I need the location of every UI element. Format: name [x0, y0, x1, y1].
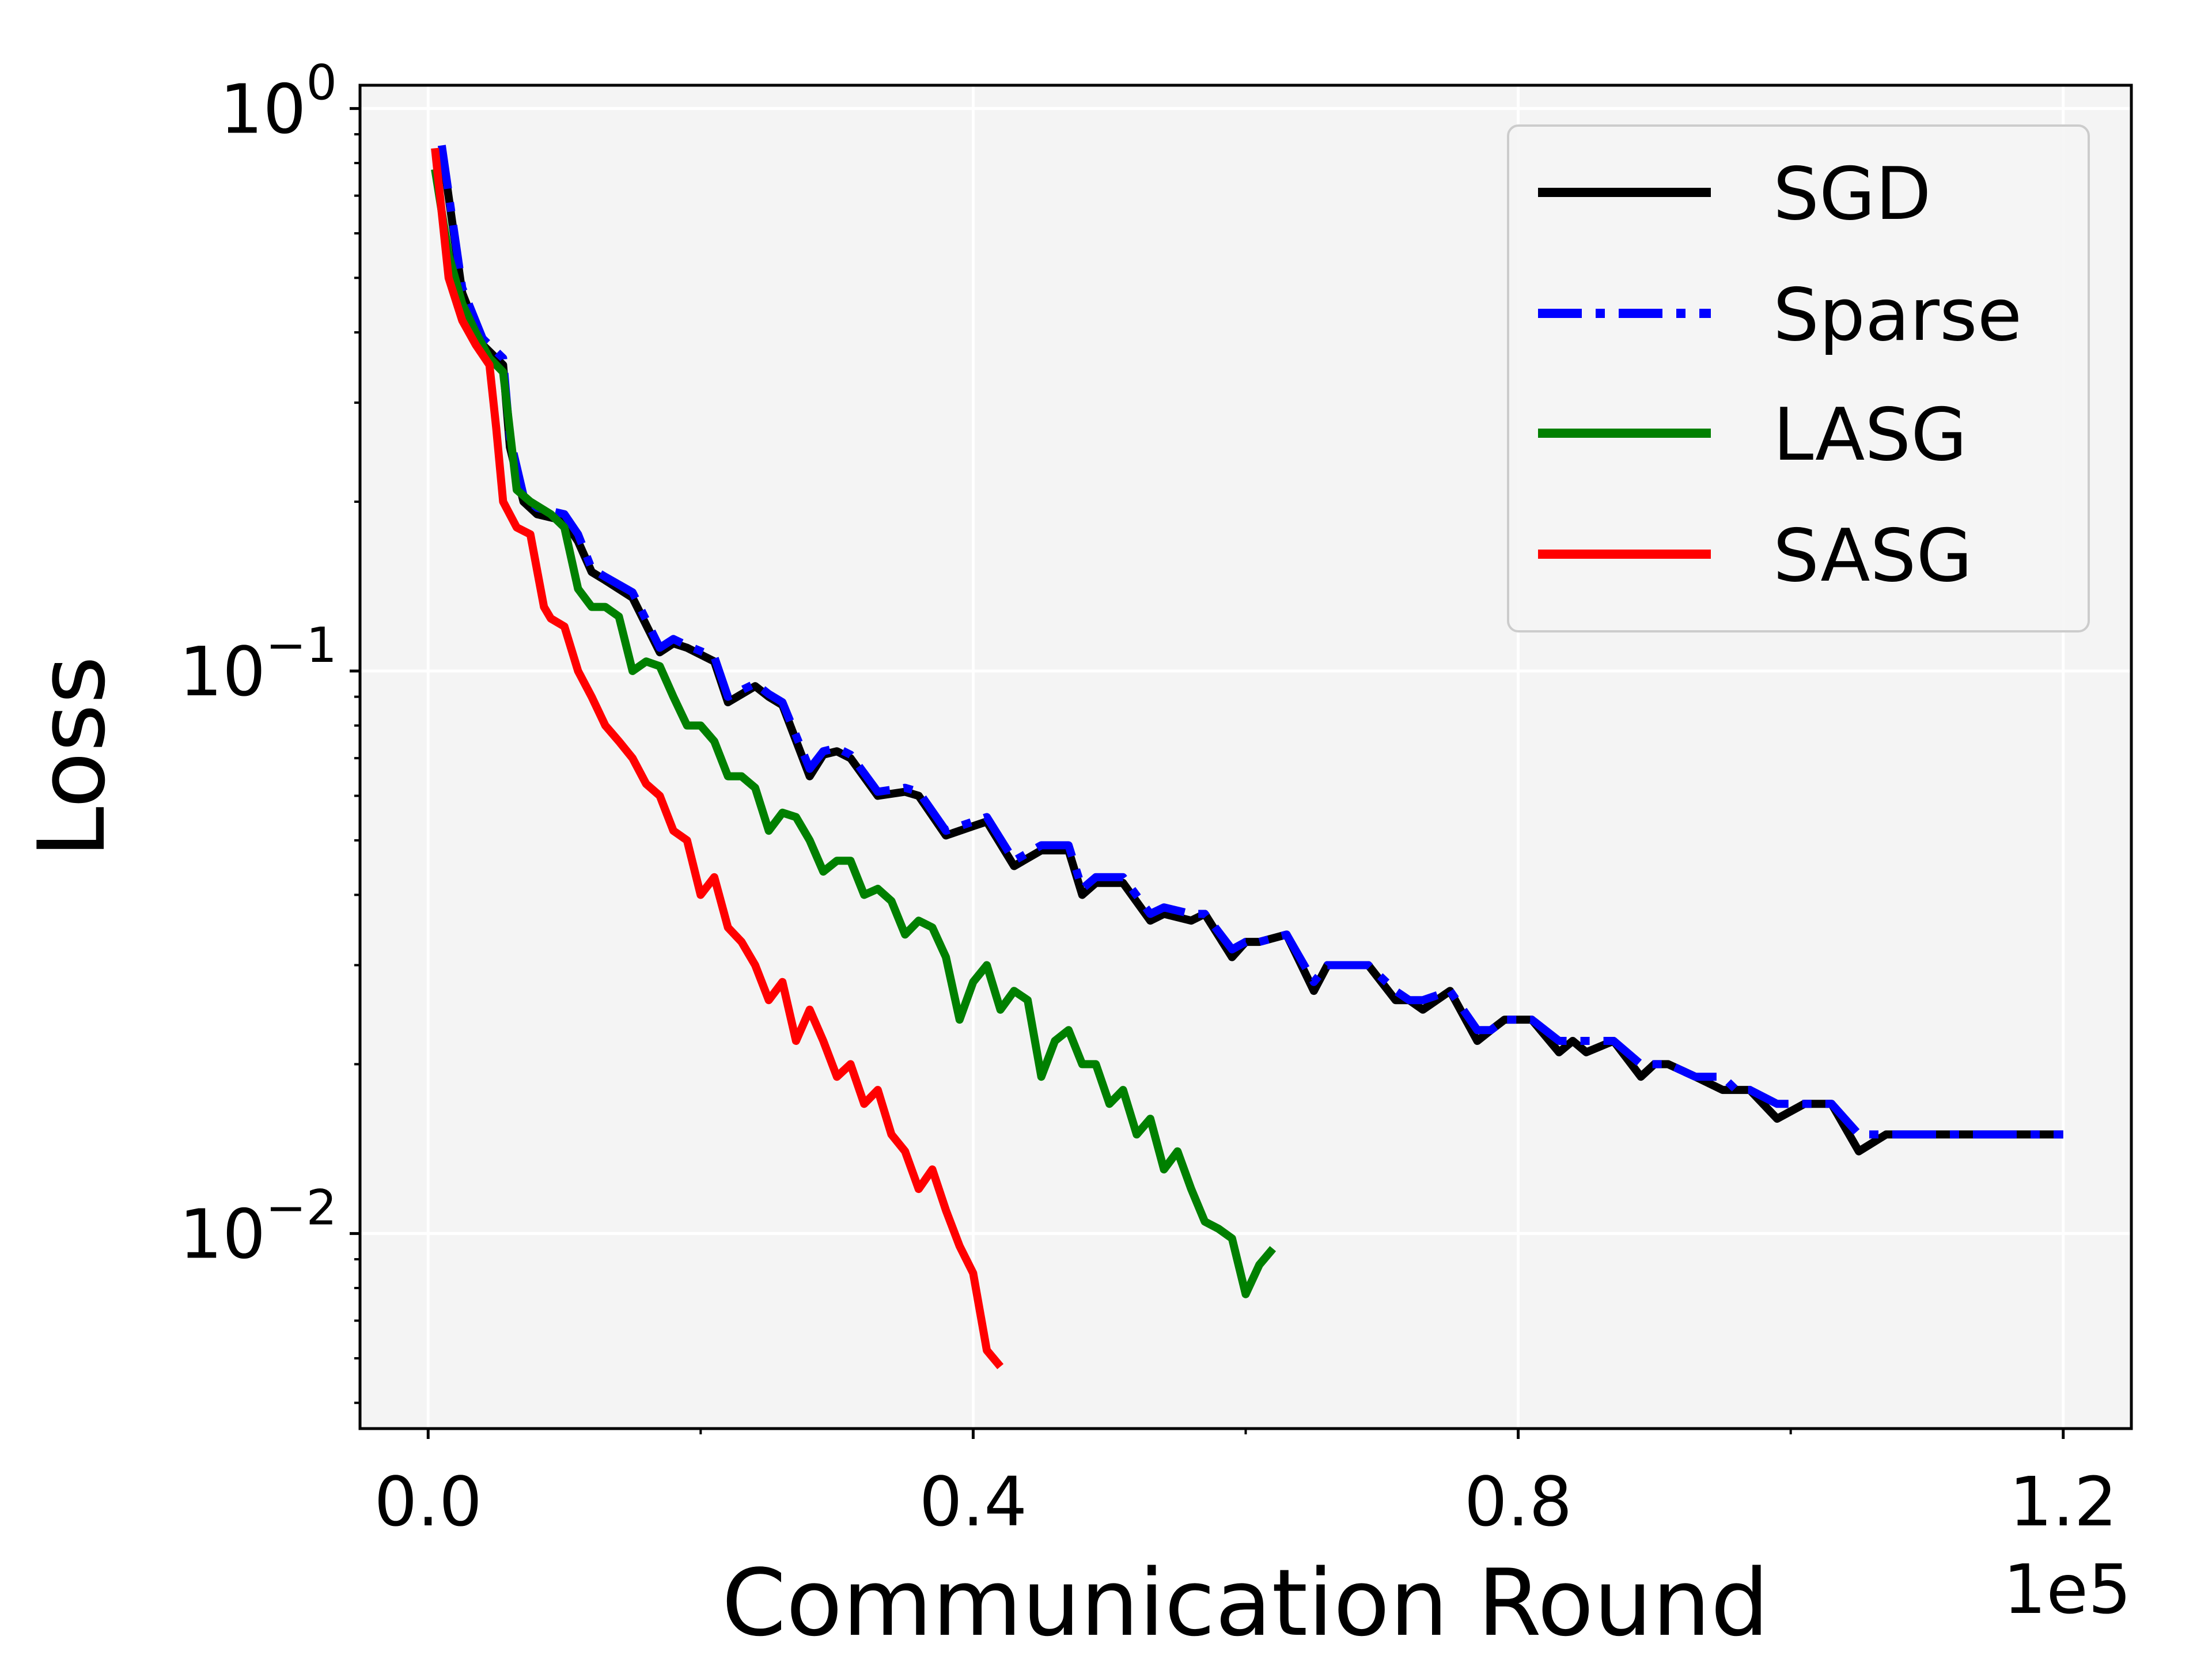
x-tick-label: 0.4	[919, 1462, 1028, 1541]
series-line-sasg	[431, 147, 1004, 1369]
y-tick-label: 10−2	[179, 1179, 337, 1274]
legend-label-sgd: SGD	[1773, 151, 1931, 236]
x-axis-title: Communication Round	[722, 1549, 1769, 1657]
legend-label-lasg: LASG	[1773, 392, 1967, 477]
axis-ticks: 0.0 0.4 0.8 1.2 100 10−1 10−2	[179, 54, 2118, 1541]
legend: SGD Sparse LASG SASG	[1507, 124, 2090, 632]
y-tick-label: 100	[219, 54, 337, 149]
x-tick-label: 1.2	[2009, 1462, 2118, 1541]
x-tick-label: 0.8	[1464, 1462, 1573, 1541]
legend-box	[1507, 124, 2090, 632]
series-line-lasg	[431, 168, 1277, 1298]
series-line-sparse	[437, 145, 2063, 1139]
series-lines	[431, 145, 2063, 1369]
legend-label-sparse: Sparse	[1773, 272, 2022, 357]
legend-label-sasg: SASG	[1773, 513, 1972, 598]
y-tick-label: 10−1	[179, 617, 337, 711]
x-offset-label: 1e5	[2003, 1550, 2131, 1629]
y-axis-title: Loss	[18, 656, 126, 858]
x-tick-label: 0.0	[374, 1462, 482, 1541]
